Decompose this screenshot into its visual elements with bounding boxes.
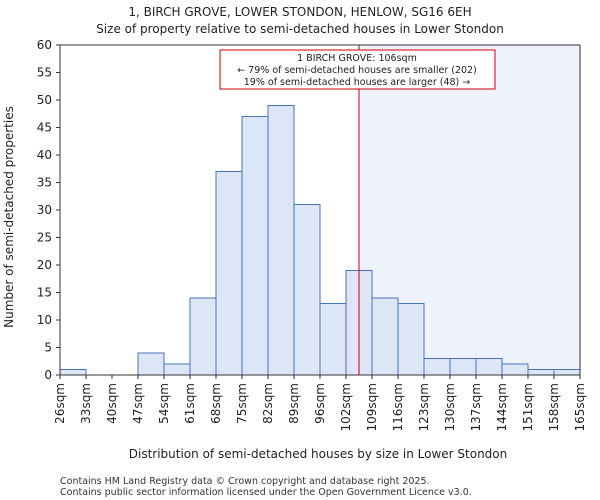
annotation-border: [219, 49, 496, 90]
chart-subtitle: Size of property relative to semi-detach…: [96, 22, 504, 36]
bar-116sqm: [397, 303, 425, 376]
bar-82sqm: [267, 105, 295, 376]
x-axis: 26sqm 33sqm 40sqm 47sqm 54sqm 61sqm 68sqm 75sqm…: [53, 375, 587, 431]
x-tick-label: 26sqm: [53, 383, 67, 424]
bars: [59, 105, 581, 376]
y-axis: 0 5 10 15 20 25 30 35 40 45 50 55 60: [37, 38, 60, 382]
x-tick-label: 116sqm: [391, 383, 405, 431]
bar-75sqm: [241, 116, 269, 376]
y-tick-label: 5: [44, 341, 52, 355]
bar-47sqm: [137, 352, 165, 376]
y-tick-label: 40: [37, 148, 52, 162]
bar-137sqm: [475, 358, 503, 376]
bar-96sqm: [319, 303, 347, 376]
y-axis-label: Number of semi-detached properties: [2, 106, 16, 328]
x-tick-label: 68sqm: [209, 383, 223, 424]
x-tick-label: 96sqm: [313, 383, 327, 424]
bar-109sqm: [371, 297, 399, 376]
bar-68sqm: [215, 171, 243, 376]
x-tick-label: 151sqm: [521, 383, 535, 431]
x-tick-label: 109sqm: [365, 383, 379, 431]
x-tick-label: 75sqm: [235, 383, 249, 424]
chart-title: 1, BIRCH GROVE, LOWER STONDON, HENLOW, S…: [128, 5, 471, 19]
x-tick-label: 130sqm: [443, 383, 457, 431]
annotation-line-3: 19% of semi-detached houses are larger (…: [244, 77, 471, 88]
footer-line-2: Contains public sector information licen…: [60, 487, 472, 498]
footer-line-1: Contains HM Land Registry data © Crown c…: [60, 476, 430, 487]
y-tick-label: 10: [37, 313, 52, 327]
annotation-line-1: 1 BIRCH GROVE: 106sqm: [297, 53, 417, 64]
y-tick-label: 0: [44, 368, 52, 382]
x-tick-label: 40sqm: [105, 383, 119, 424]
bar-123sqm: [423, 358, 451, 376]
x-tick-label: 33sqm: [79, 383, 93, 424]
x-tick-label: 144sqm: [495, 383, 509, 431]
annotation-line-2: ← 79% of semi-detached houses are smalle…: [237, 65, 477, 76]
bar-54sqm: [163, 363, 191, 376]
x-tick-label: 82sqm: [261, 383, 275, 424]
bar-144sqm: [501, 363, 529, 376]
x-tick-label: 102sqm: [339, 383, 353, 431]
y-tick-label: 30: [37, 203, 52, 217]
bar-61sqm: [189, 297, 217, 376]
annotation-box: 1 BIRCH GROVE: 106sqm ← 79% of semi-deta…: [219, 49, 496, 90]
bar-89sqm: [293, 204, 321, 376]
x-axis-label: Distribution of semi-detached houses by …: [129, 447, 508, 461]
y-tick-label: 45: [37, 121, 52, 135]
x-tick-label: 89sqm: [287, 383, 301, 424]
bar-151sqm: [527, 369, 555, 376]
bar-158sqm: [553, 369, 581, 376]
x-tick-label: 54sqm: [157, 383, 171, 424]
y-tick-label: 50: [37, 93, 52, 107]
bar-26sqm: [59, 369, 87, 376]
x-tick-label: 47sqm: [131, 383, 145, 424]
x-tick-label: 165sqm: [573, 383, 587, 431]
bar-130sqm: [449, 358, 477, 376]
x-tick-label: 137sqm: [469, 383, 483, 431]
x-tick-label: 123sqm: [417, 383, 431, 431]
y-tick-label: 35: [37, 176, 52, 190]
y-tick-label: 55: [37, 66, 52, 80]
y-tick-label: 25: [37, 231, 52, 245]
y-tick-label: 60: [37, 38, 52, 52]
x-tick-label: 61sqm: [183, 383, 197, 424]
y-tick-label: 15: [37, 286, 52, 300]
x-tick-label: 158sqm: [547, 383, 561, 431]
y-tick-label: 20: [37, 258, 52, 272]
